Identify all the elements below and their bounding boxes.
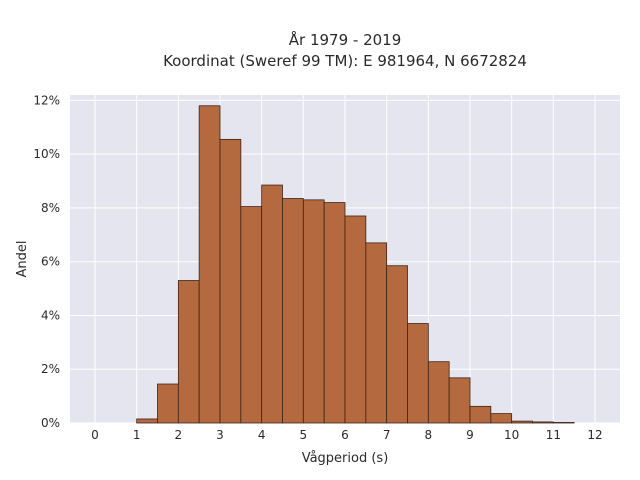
y-tick-label: 12% [33,93,60,107]
histogram-bar [511,420,533,424]
x-tick-label: 4 [258,428,266,442]
x-axis-ticks: 0 1 2 3 4 5 6 7 8 9 10 11 12 [91,428,602,442]
histogram-bar [448,377,471,424]
histogram-bar [365,242,388,424]
histogram-bar [157,383,179,424]
y-tick-label: 2% [41,362,60,376]
histogram-bar [136,418,158,424]
x-axis-label: Vågperiod (s) [302,451,389,466]
x-tick-label: 3 [216,428,224,442]
x-tick-label: 8 [425,428,433,442]
histogram-bar [490,413,513,424]
y-tick-label: 0% [41,416,60,430]
histogram-bar [469,405,492,424]
x-tick-label: 0 [91,428,99,442]
x-tick-label: 7 [383,428,391,442]
histogram-bar [323,202,346,424]
x-tick-label: 5 [300,428,308,442]
x-tick-label: 10 [504,428,519,442]
histogram-bar [552,422,575,424]
x-tick-label: 12 [587,428,602,442]
y-tick-label: 10% [33,147,60,161]
y-tick-label: 8% [41,201,60,215]
y-tick-label: 4% [41,308,60,322]
x-tick-label: 6 [341,428,349,442]
histogram-bar [302,199,325,424]
histogram-bars [136,105,575,424]
histogram-bar [240,206,263,424]
x-tick-label: 11 [546,428,561,442]
chart-title: År 1979 - 2019 [289,30,402,49]
histogram-bar [532,421,554,424]
histogram-bar [219,138,242,424]
y-tick-label: 6% [41,255,60,269]
histogram-bar [427,361,450,424]
chart-subtitle: Koordinat (Sweref 99 TM): E 981964, N 66… [163,52,527,70]
histogram-bar [407,323,429,424]
histogram-bar [198,105,221,424]
x-tick-label: 2 [175,428,183,442]
histogram-bar [177,280,200,424]
x-tick-label: 9 [466,428,474,442]
histogram-bar [344,215,367,424]
y-axis-label: Andel [15,241,30,278]
y-axis-ticks: 0% 2% 4% 6% 8% 10% 12% [33,93,60,430]
histogram-bar [261,184,283,424]
histogram-bar [386,265,408,424]
x-tick-label: 1 [133,428,141,442]
histogram-bar [282,198,304,424]
